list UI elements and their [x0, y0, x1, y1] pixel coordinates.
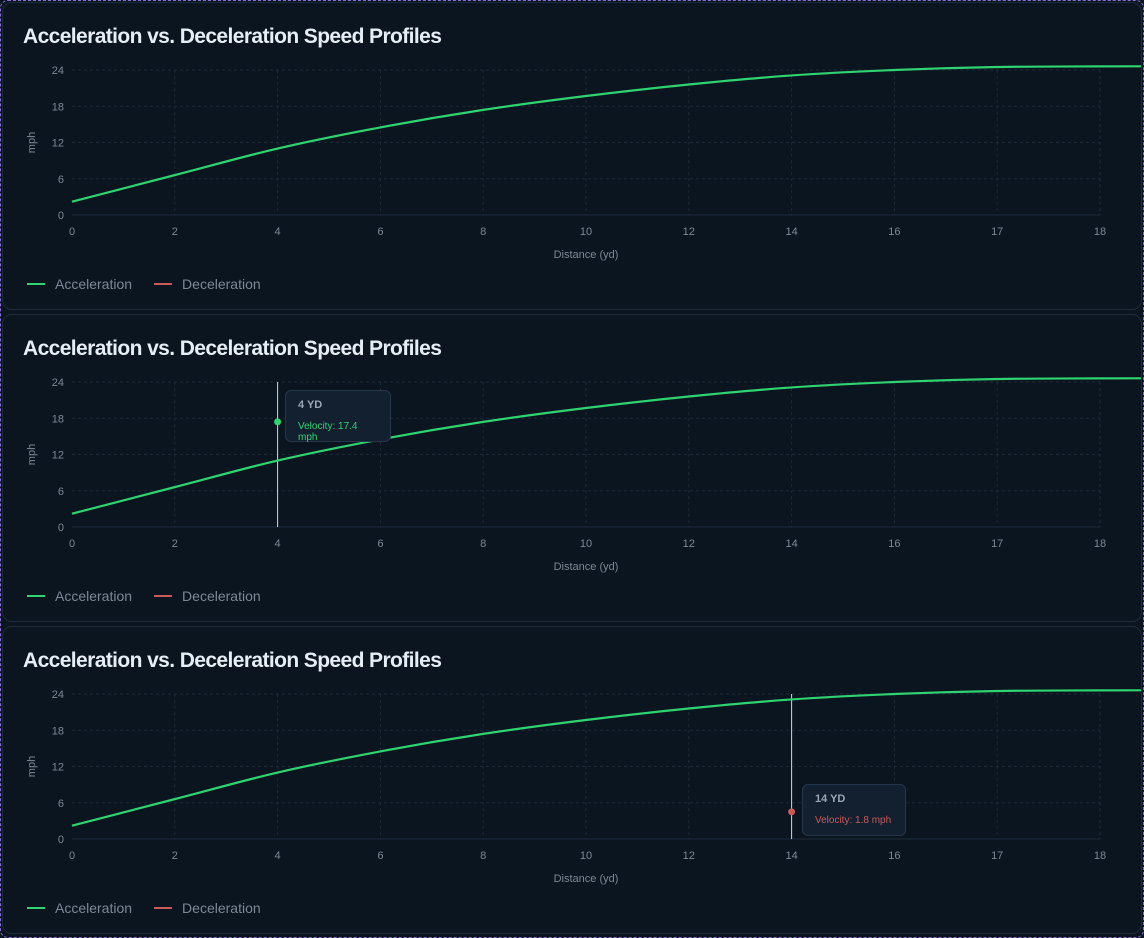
hover-point	[274, 418, 282, 426]
hover-point	[788, 808, 796, 816]
chart-title: Acceleration vs. Deceleration Speed Prof…	[23, 337, 442, 360]
x-tick-label: 6	[377, 850, 383, 862]
x-tick-label: 14	[785, 850, 797, 862]
x-tick-label: 12	[683, 850, 695, 862]
series-line-acceleration	[71, 689, 1141, 827]
tooltip-value: Velocity: 1.8 mph	[815, 815, 892, 826]
x-tick-label: 17	[991, 850, 1003, 862]
x-axis-title: Distance (yd)	[554, 561, 619, 573]
y-tick-label: 0	[58, 834, 64, 846]
x-tick-label: 17	[991, 226, 1003, 238]
y-tick-label: 6	[58, 798, 64, 810]
legend-label: Deceleration	[182, 588, 261, 604]
x-tick-label: 10	[580, 850, 592, 862]
series-line-acceleration	[71, 65, 1141, 203]
chart-tooltip: 4 YD Velocity: 17.4 mph	[285, 390, 391, 443]
x-tick-label: 17	[991, 538, 1003, 550]
y-tick-label: 18	[52, 725, 64, 737]
x-tick-label: 0	[69, 226, 75, 238]
y-tick-label: 6	[58, 174, 64, 186]
x-tick-label: 6	[377, 226, 383, 238]
x-tick-label: 6	[377, 538, 383, 550]
x-tick-label: 14	[785, 538, 797, 550]
chart-legend: Acceleration Deceleration	[27, 900, 261, 916]
chart-legend: Acceleration Deceleration	[27, 588, 261, 604]
x-tick-label: 16	[888, 850, 900, 862]
x-axis-title: Distance (yd)	[554, 249, 619, 261]
x-tick-label: 2	[172, 538, 178, 550]
x-tick-label: 10	[580, 226, 592, 238]
y-tick-label: 6	[58, 486, 64, 498]
legend-item-acceleration[interactable]: Acceleration	[27, 276, 132, 292]
y-tick-label: 18	[52, 413, 64, 425]
y-axis-title: mph	[26, 444, 38, 465]
deceleration-swatch-icon	[154, 595, 173, 597]
x-tick-label: 12	[683, 538, 695, 550]
y-tick-label: 12	[52, 762, 64, 774]
chart-panel-1: Acceleration vs. Deceleration Speed Prof…	[2, 2, 1142, 310]
legend-item-deceleration[interactable]: Deceleration	[154, 900, 261, 916]
x-tick-label: 2	[172, 850, 178, 862]
series-line-acceleration	[71, 377, 1141, 515]
x-axis-title: Distance (yd)	[554, 873, 619, 885]
chart-title: Acceleration vs. Deceleration Speed Prof…	[23, 649, 442, 672]
tooltip-value: Velocity: 17.4 mph	[298, 421, 358, 443]
x-tick-label: 4	[275, 538, 281, 550]
legend-label: Acceleration	[55, 900, 133, 916]
x-tick-label: 12	[683, 226, 695, 238]
x-tick-label: 8	[480, 850, 486, 862]
y-tick-label: 24	[52, 65, 64, 77]
x-tick-label: 0	[69, 850, 75, 862]
chart-panel-3: Acceleration vs. Deceleration Speed Prof…	[2, 626, 1142, 934]
x-tick-label: 14	[785, 226, 797, 238]
x-tick-label: 10	[580, 538, 592, 550]
x-tick-label: 0	[69, 538, 75, 550]
y-tick-label: 12	[52, 450, 64, 462]
x-tick-label: 16	[888, 538, 900, 550]
x-tick-label: 4	[275, 226, 281, 238]
x-tick-label: 18	[1094, 226, 1106, 238]
legend-label: Deceleration	[182, 276, 261, 292]
y-tick-label: 24	[52, 689, 64, 701]
acceleration-swatch-icon	[27, 907, 45, 909]
deceleration-swatch-icon	[154, 283, 173, 285]
legend-item-deceleration[interactable]: Deceleration	[154, 276, 261, 292]
x-tick-label: 2	[172, 226, 178, 238]
y-tick-label: 24	[52, 377, 64, 389]
x-tick-label: 18	[1094, 850, 1106, 862]
legend-item-deceleration[interactable]: Deceleration	[154, 588, 261, 604]
x-tick-label: 8	[480, 538, 486, 550]
y-tick-label: 0	[58, 522, 64, 534]
chart-tooltip: 14 YD Velocity: 1.8 mph	[802, 784, 906, 836]
acceleration-swatch-icon	[27, 283, 45, 285]
tooltip-title: 14 YD	[815, 793, 846, 805]
legend-item-acceleration[interactable]: Acceleration	[27, 900, 132, 916]
chart-title: Acceleration vs. Deceleration Speed Prof…	[23, 25, 442, 48]
legend-label: Deceleration	[182, 900, 261, 916]
x-tick-label: 16	[888, 226, 900, 238]
legend-label: Acceleration	[55, 588, 133, 604]
x-tick-label: 4	[275, 850, 281, 862]
legend-label: Acceleration	[55, 276, 133, 292]
x-tick-label: 18	[1094, 538, 1106, 550]
acceleration-swatch-icon	[27, 595, 45, 597]
deceleration-swatch-icon	[154, 907, 173, 909]
tooltip-title: 4 YD	[298, 399, 323, 411]
y-tick-label: 12	[52, 138, 64, 150]
y-axis-title: mph	[26, 132, 38, 153]
x-tick-label: 8	[480, 226, 486, 238]
y-tick-label: 0	[58, 210, 64, 222]
legend-item-acceleration[interactable]: Acceleration	[27, 588, 132, 604]
y-tick-label: 18	[52, 101, 64, 113]
chart-panel-2: Acceleration vs. Deceleration Speed Prof…	[2, 314, 1142, 622]
y-axis-title: mph	[26, 756, 38, 777]
chart-legend: Acceleration Deceleration	[27, 276, 261, 292]
